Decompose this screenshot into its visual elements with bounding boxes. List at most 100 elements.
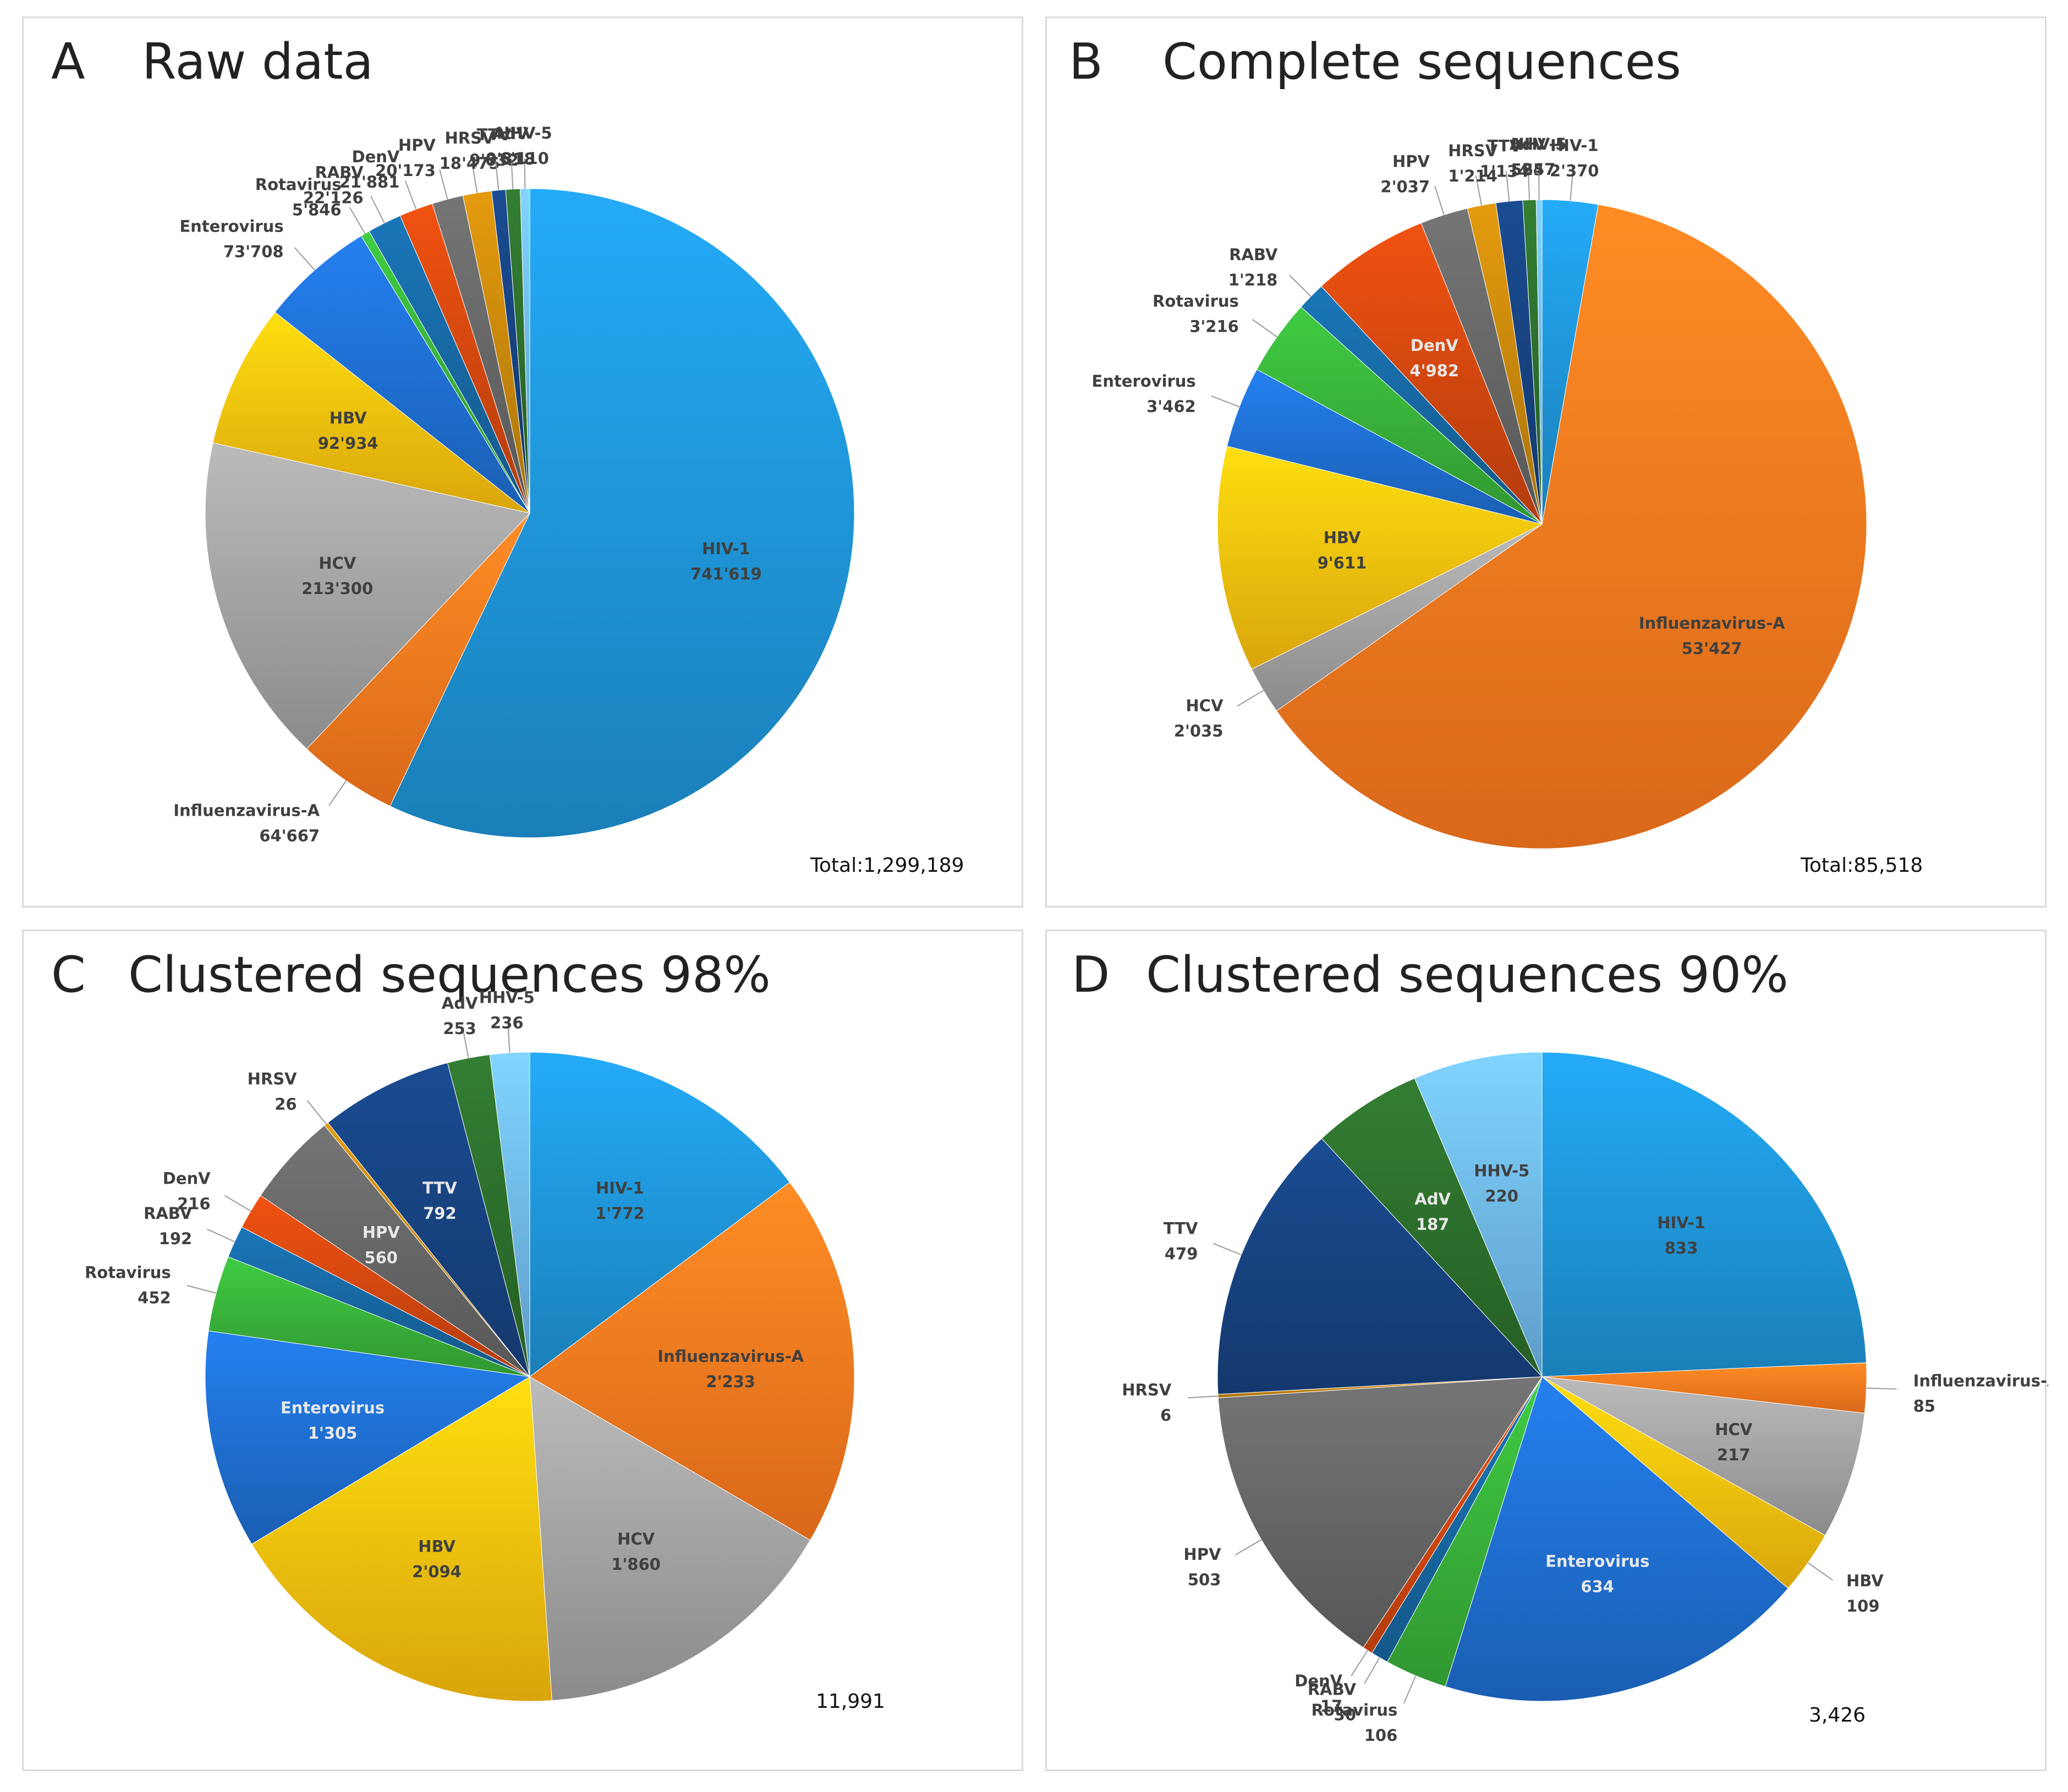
pie-slice-hcv (1542, 1376, 1865, 1536)
slice-value-enterovirus: 634 (1581, 1577, 1614, 1596)
slice-name-hcv: HCV (319, 554, 356, 573)
slice-name-ttv: TTV (1487, 137, 1522, 156)
slice-value-denv: 216 (177, 1194, 211, 1213)
leader-line-denv (404, 180, 417, 210)
pie-slice-hhv-5 (489, 1052, 530, 1377)
leader-line-adv (511, 158, 514, 189)
leader-line-hpv (439, 169, 448, 200)
pie-slice-hiv-1 (1542, 1052, 1867, 1377)
slice-value-hpv: 503 (1188, 1570, 1221, 1589)
pie-slice-adv (1321, 1078, 1543, 1377)
slice-value-rabv: 1'218 (1228, 271, 1278, 289)
pie-slice-ttv (1217, 1138, 1543, 1395)
slice-name-hhv-5: HHV-5 (496, 124, 552, 142)
slice-value-rotavirus: 3'216 (1189, 317, 1239, 336)
leader-line-rotavirus (1403, 1675, 1417, 1704)
pie-labels: HIV-1 833 Influenzavirus-A 85 HCV 217 HBV 109 En… (1122, 1162, 2048, 1745)
leader-line-hbv (1807, 1562, 1833, 1581)
slice-name-ttv: TTV (423, 1179, 457, 1197)
leader-line-influenzavirus-a (1866, 1387, 1897, 1390)
slice-value-hiv-1: 1'772 (595, 1204, 645, 1223)
slice-value-adv: 187 (1416, 1215, 1450, 1234)
leader-line-denv (224, 1195, 251, 1212)
slice-value-rabv: 192 (159, 1229, 193, 1248)
leader-line-rotavirus (1252, 318, 1277, 338)
slice-name-hiv-1: HIV-1 (702, 540, 750, 558)
slice-value-hcv: 1'860 (611, 1555, 661, 1574)
leader-line-hrsv (1188, 1395, 1219, 1399)
total-label: 11,991 (816, 1690, 885, 1713)
pie-slice-hiv-1 (529, 1052, 791, 1377)
slice-value-hhv-5: 236 (490, 1013, 524, 1032)
total-label: 3,426 (1809, 1704, 1866, 1727)
pie-slice-hhv-5 (1414, 1052, 1543, 1377)
pie-labels: HIV-1 2'370 Influenzavirus-A 53'427 HCV 2'035… (1091, 135, 1785, 740)
pie-slice-hbv (1217, 446, 1543, 670)
slice-name-hrsv: HRSV (248, 1069, 297, 1088)
slice-value-denv: 4'982 (1409, 361, 1459, 380)
slice-name-denv: DenV (1294, 1672, 1342, 1690)
pie-slice-enterovirus (275, 235, 530, 514)
leader-line-rabv (1288, 274, 1312, 297)
panel-letter: A (51, 33, 85, 91)
leader-line-ttv (495, 160, 500, 190)
slice-name-hrsv: HRSV (1448, 141, 1497, 160)
slice-name-rabv: RABV (1308, 1680, 1357, 1698)
slice-value-hrsv: 6 (1160, 1406, 1171, 1425)
slice-value-denv: 17 (1320, 1697, 1342, 1716)
panel-a: A Raw data HIV-1 741'619 Influenzavirus-A 6… (22, 17, 1023, 908)
slice-value-enterovirus: 1'305 (308, 1424, 358, 1443)
panel-b: B Complete sequences HIV-1 2'370 Influenza… (1045, 17, 2047, 908)
pie-slice-influenzavirus-a (529, 1181, 855, 1541)
slice-name-influenzavirus-a: Influenzavirus-A (1639, 614, 1785, 633)
slice-name-enterovirus: Enterovirus (179, 217, 283, 236)
slice-value-ttv: 792 (423, 1204, 457, 1223)
leader-line-rabv (370, 195, 385, 223)
leader-line-rotavirus (349, 207, 366, 234)
slice-name-hbv: HBV (330, 409, 367, 427)
panel-title: Clustered sequences 90% (1146, 946, 1789, 1004)
slice-value-hrsv: 1'214 (1448, 167, 1497, 185)
pie-slice-ttv (327, 1062, 530, 1377)
slice-name-hiv-1: HIV-1 (596, 1179, 644, 1197)
slice-value-hrsv: 26 (275, 1095, 297, 1113)
slice-name-hpv: HPV (363, 1223, 401, 1242)
slice-name-hhv-5: HHV-5 (1474, 1162, 1529, 1180)
slice-value-denv: 21'881 (339, 173, 400, 191)
slice-name-hhv-5: HHV-5 (479, 988, 535, 1007)
panel-d: D Clustered sequences 90% HIV-1 833 Influe… (1045, 930, 2048, 1771)
slice-name-influenzavirus-a: Influenzavirus-A (1913, 1372, 2048, 1390)
slice-value-hcv: 213'300 (301, 579, 373, 598)
slice-value-adv: 9'318 (486, 150, 535, 168)
pie-slices (205, 188, 855, 838)
leader-line-adv (1527, 169, 1531, 200)
pie-slice-hcv (205, 442, 530, 750)
leader-line-adv (462, 1028, 469, 1058)
pie-slice-hbv (212, 311, 530, 514)
slice-value-influenzavirus-a: 85 (1913, 1397, 1935, 1416)
slice-name-ttv: TTV (1164, 1219, 1198, 1238)
slice-value-hpv: 560 (364, 1249, 398, 1267)
total-label: Total:1,299,189 (810, 854, 964, 877)
pie-slice-enterovirus (205, 1331, 531, 1545)
slice-name-ttv: TTV (477, 125, 512, 144)
slice-value-hbv: 92'934 (318, 434, 379, 453)
slice-value-hpv: 2'037 (1380, 178, 1430, 196)
pie-slices (205, 1052, 855, 1702)
slice-name-hiv-1: HIV-1 (1550, 136, 1599, 155)
pie-chart: HIV-1 833 Influenzavirus-A 85 HCV 217 HBV 109 En… (1122, 1052, 2048, 1745)
pie-slice-hpv (260, 1125, 530, 1377)
panel-c: C Clustered sequences 98% HIV-1 1'772 Infl… (22, 930, 1023, 1771)
leader-line-hrsv (1475, 175, 1482, 206)
pie-slice-hiv-1 (390, 188, 855, 838)
slice-name-hbv: HBV (1846, 1571, 1884, 1590)
slice-value-ttv: 9'032 (469, 151, 519, 169)
slice-value-influenzavirus-a: 53'427 (1682, 639, 1742, 658)
slice-name-hcv: HCV (1715, 1420, 1753, 1439)
pie-slice-hcv (529, 1376, 811, 1701)
slice-value-hhv-5: 247 (1522, 160, 1556, 179)
slice-value-enterovirus: 73'708 (223, 243, 284, 261)
pie-slice-denv (1321, 222, 1543, 525)
slice-value-hpv: 20'173 (375, 161, 436, 180)
leader-line-hrsv (471, 163, 478, 193)
